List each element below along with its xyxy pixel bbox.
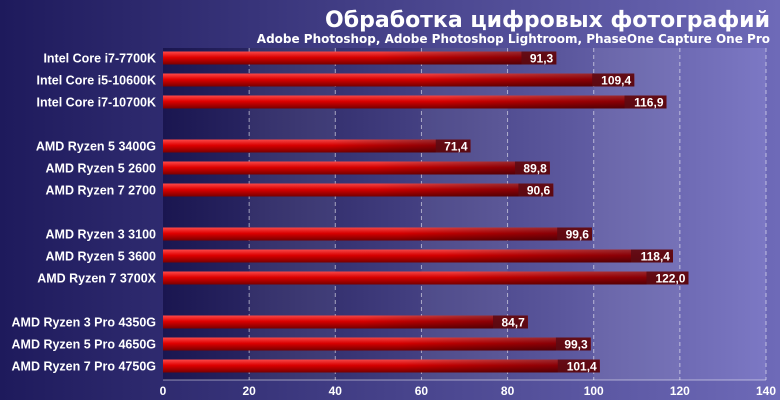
value-label: 89,8 xyxy=(523,162,547,176)
value-box xyxy=(624,95,667,109)
value-box xyxy=(557,227,592,241)
category-label: AMD Ryzen 5 3400G xyxy=(36,140,156,154)
x-tick-label: 60 xyxy=(415,384,429,398)
bar: 99,3 xyxy=(163,337,591,352)
bar: 84,7 xyxy=(163,315,528,330)
value-label: 109,4 xyxy=(601,74,631,88)
x-tick-label: 40 xyxy=(329,384,343,398)
bar-shade xyxy=(163,337,591,351)
bar-shade xyxy=(163,249,673,263)
x-tick-label: 80 xyxy=(501,384,515,398)
bar-shade xyxy=(163,161,550,175)
value-label: 101,4 xyxy=(567,360,597,374)
x-tick-label: 140 xyxy=(756,384,776,398)
bar-shade xyxy=(163,271,689,285)
bar: 90,6 xyxy=(163,183,554,198)
bar-shade xyxy=(163,139,471,153)
bar-shade xyxy=(163,315,528,329)
x-tick-label: 120 xyxy=(670,384,690,398)
x-tick-label: 20 xyxy=(242,384,256,398)
chart-title: Обработка цифровых фотографий xyxy=(325,8,770,33)
bar-shade xyxy=(163,227,592,241)
category-label: AMD Ryzen 5 2600 xyxy=(46,162,157,176)
bar: 122,0 xyxy=(163,271,689,286)
category-label: AMD Ryzen 5 3600 xyxy=(46,250,157,264)
category-labels: Intel Core i7-7700K Intel Core i5-10600K I… xyxy=(12,52,157,374)
bar-shade xyxy=(163,95,667,109)
value-box xyxy=(555,337,591,351)
category-label: AMD Ryzen 5 Pro 4650G xyxy=(12,338,157,352)
value-box xyxy=(557,359,600,373)
value-box xyxy=(514,161,550,175)
bar-shade xyxy=(163,183,554,197)
value-box xyxy=(592,73,635,87)
category-label: Intel Core i7-7700K xyxy=(43,52,156,66)
bar-shade xyxy=(163,73,635,87)
value-box xyxy=(646,271,689,285)
category-label: Intel Core i5-10600K xyxy=(37,74,157,88)
value-box xyxy=(630,249,673,263)
bar: 118,4 xyxy=(163,249,673,264)
value-box xyxy=(518,183,554,197)
bar-shade xyxy=(163,359,600,373)
value-label: 116,9 xyxy=(634,96,664,110)
bar: 109,4 xyxy=(163,73,635,88)
bar: 71,4 xyxy=(163,139,471,154)
category-label: AMD Ryzen 3 Pro 4350G xyxy=(12,316,157,330)
value-box xyxy=(493,315,528,329)
value-label: 90,6 xyxy=(527,184,551,198)
category-label: AMD Ryzen 7 Pro 4750G xyxy=(12,360,157,374)
value-box xyxy=(435,139,471,153)
value-label: 84,7 xyxy=(501,316,525,330)
x-axis-ticks: 0 20 40 60 80 100 120 140 xyxy=(160,384,777,398)
value-box xyxy=(521,51,557,65)
bar: 101,4 xyxy=(163,359,600,374)
bar-shade xyxy=(163,51,557,65)
value-label: 99,6 xyxy=(566,228,590,242)
x-tick-label: 100 xyxy=(584,384,604,398)
category-label: AMD Ryzen 7 3700X xyxy=(37,272,156,286)
bar: 91,3 xyxy=(163,51,557,66)
x-tick-label: 0 xyxy=(160,384,167,398)
value-label: 118,4 xyxy=(641,250,671,264)
chart-subtitle: Adobe Photoshop, Adobe Photoshop Lightro… xyxy=(257,32,770,46)
bar: 89,8 xyxy=(163,161,550,176)
value-label: 71,4 xyxy=(444,140,468,154)
value-label: 91,3 xyxy=(530,52,554,66)
bar: 116,9 xyxy=(163,95,667,110)
category-label: Intel Core i7-10700K xyxy=(37,96,157,110)
value-label: 99,3 xyxy=(564,338,588,352)
category-label: AMD Ryzen 3 3100 xyxy=(46,228,157,242)
category-label: AMD Ryzen 7 2700 xyxy=(46,184,157,198)
bar: 99,6 xyxy=(163,227,592,242)
value-label: 122,0 xyxy=(655,272,685,286)
